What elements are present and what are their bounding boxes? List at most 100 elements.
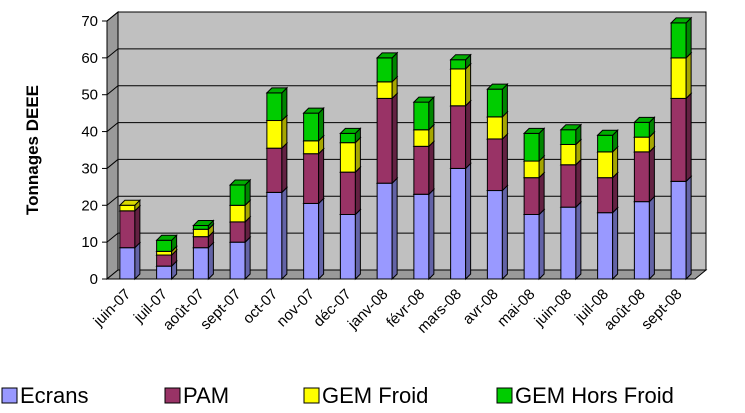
bar-segment	[302, 147, 325, 205]
bar-stack	[155, 234, 178, 281]
x-axis-ticks: juin-07juil-07août-07sept-07oct-07nov-07…	[90, 286, 686, 337]
y-axis-label: Tonnages DEEE	[23, 85, 42, 215]
bar-segment	[596, 129, 619, 154]
bar-segment	[155, 234, 178, 253]
x-tick-label: nov-07	[273, 286, 317, 330]
bar-stack	[486, 82, 509, 281]
bar-segment	[412, 188, 436, 281]
side-wall	[106, 10, 119, 281]
gridline	[106, 85, 706, 96]
bar-stack	[339, 127, 362, 281]
y-tick-label: 40	[81, 124, 98, 141]
bar-segment	[486, 82, 509, 119]
x-tick-label: mai-08	[494, 286, 538, 330]
bar-stack	[302, 106, 325, 281]
bar-segment	[228, 178, 252, 207]
bar-segment	[228, 235, 252, 281]
bar-segment	[559, 200, 583, 281]
bar-segment	[339, 165, 362, 216]
y-tick-label: 70	[81, 13, 98, 30]
bar-segment	[118, 199, 142, 213]
bar-segment	[449, 162, 472, 281]
y-tick-label: 0	[90, 271, 98, 288]
x-tick-label: avr-08	[460, 286, 502, 328]
legend-label: Ecrans	[20, 383, 88, 408]
bar-segment	[669, 175, 693, 281]
legend-swatch	[1, 387, 18, 404]
bar-segment	[339, 208, 362, 281]
y-axis-ticks: 0 10 20 30 40 50 60 70	[81, 13, 107, 288]
bar-segment	[375, 176, 399, 281]
bar-segment	[522, 208, 546, 281]
gridline	[106, 158, 706, 169]
legend-item: GEM Hors Froid	[496, 383, 674, 408]
x-tick-label: sept-08	[638, 286, 685, 333]
bar-segment	[669, 16, 693, 60]
bar-segment	[118, 204, 142, 249]
bar-stack	[118, 199, 142, 281]
gridline	[106, 11, 706, 22]
legend-swatch	[496, 387, 513, 404]
legend-item: GEM Froid	[303, 383, 428, 408]
bar-stack	[522, 127, 546, 281]
y-tick-label: 20	[81, 197, 98, 214]
gridline	[106, 122, 706, 132]
gridline	[106, 195, 706, 206]
bar-stack	[192, 219, 215, 281]
bars	[118, 16, 693, 281]
bar-stack	[375, 51, 399, 281]
legend-item: Ecrans	[1, 383, 88, 408]
bar-segment	[412, 140, 436, 196]
legend-label: GEM Hors Froid	[515, 383, 674, 408]
gridline	[106, 48, 706, 59]
legend-label: PAM	[183, 383, 229, 408]
bar-segment	[633, 116, 656, 139]
bar-segment	[633, 195, 656, 281]
y-tick-label: 10	[81, 234, 98, 251]
legend-label: GEM Froid	[322, 383, 428, 408]
bar-segment	[449, 62, 472, 107]
bar-segment	[449, 53, 472, 71]
bar-segment	[559, 123, 583, 146]
bar-segment	[265, 86, 289, 122]
bar-segment	[192, 219, 215, 231]
bar-stack	[449, 53, 472, 281]
legend: Ecrans PAM GEM Froid GEM Hors Froid	[1, 383, 674, 408]
x-tick-label: janv-08	[344, 286, 392, 334]
bar-stack	[559, 123, 583, 281]
bar-segment	[302, 106, 325, 142]
gridline	[106, 232, 706, 243]
bar-segment	[669, 92, 693, 183]
bar-segment	[412, 95, 436, 131]
x-tick-label: juin-08	[531, 286, 576, 331]
bar-segment	[375, 51, 399, 84]
legend-item: PAM	[164, 383, 229, 408]
bar-segment	[596, 171, 619, 214]
bar-segment	[522, 171, 546, 216]
bar-segment	[669, 51, 693, 100]
bar-stack	[596, 129, 619, 281]
bar-segment	[522, 127, 546, 163]
bar-segment	[596, 206, 619, 281]
x-tick-label: sept-07	[197, 286, 244, 333]
bar-stack	[669, 16, 693, 281]
bar-segment	[375, 92, 399, 185]
bar-segment	[302, 197, 325, 281]
bar-segment	[265, 186, 289, 281]
bar-stack	[228, 178, 252, 281]
y-tick-label: 50	[81, 87, 98, 104]
bar-segment	[339, 127, 362, 144]
bar-segment	[449, 99, 472, 170]
bar-stack	[633, 116, 656, 281]
y-tick-label: 60	[81, 50, 98, 67]
bar-segment	[486, 132, 509, 192]
legend-swatch	[303, 387, 320, 404]
bar-stack	[265, 86, 289, 281]
bar-segment	[633, 145, 656, 203]
bar-segment	[265, 141, 289, 194]
y-tick-label: 30	[81, 160, 98, 177]
legend-swatch	[164, 387, 181, 404]
x-tick-label: juin-07	[90, 286, 135, 331]
bar-segment	[559, 158, 583, 209]
